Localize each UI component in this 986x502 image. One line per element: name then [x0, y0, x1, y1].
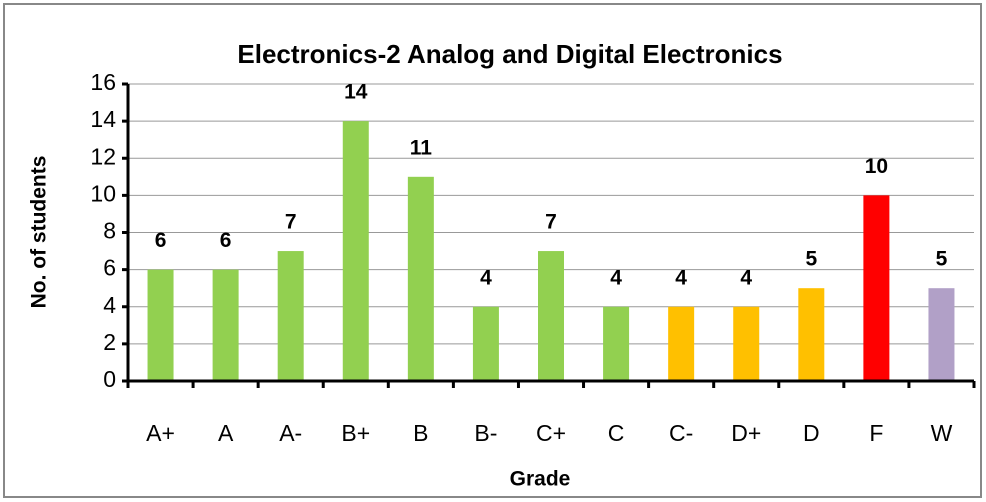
data-label: 7 [545, 211, 557, 234]
x-tick-label: C [608, 420, 625, 446]
y-tick-label: 10 [90, 180, 116, 206]
bar [212, 269, 239, 381]
y-tick-label: 12 [90, 143, 116, 169]
data-label: 4 [480, 266, 492, 289]
y-tick-label: 8 [103, 218, 116, 244]
bar [147, 269, 174, 381]
chart-title: Electronics-2 Analog and Digital Electro… [237, 39, 782, 69]
x-tick-label: C- [669, 420, 693, 446]
x-tick-label: A [218, 420, 234, 446]
x-tick-label: B+ [341, 420, 370, 446]
bar [342, 121, 369, 381]
y-tick-label: 16 [90, 69, 116, 95]
x-tick-label: D [803, 420, 820, 446]
data-label: 4 [610, 266, 622, 289]
y-tick-label: 2 [103, 329, 116, 355]
data-label: 5 [936, 248, 948, 271]
y-tick-label: 4 [103, 292, 116, 318]
x-tick-label: A- [279, 420, 302, 446]
x-axis-label: Grade [510, 468, 571, 491]
x-tick-label: C+ [536, 420, 566, 446]
bar [668, 306, 695, 381]
data-label: 6 [220, 229, 232, 252]
data-label: 14 [344, 81, 368, 104]
x-tick-label: F [869, 420, 883, 446]
data-label: 11 [410, 136, 433, 159]
bar [863, 195, 890, 381]
y-tick-label: 0 [103, 366, 116, 392]
data-label: 10 [865, 155, 888, 178]
bar [928, 288, 955, 381]
x-tick-label: W [931, 420, 953, 446]
y-tick-label: 6 [103, 255, 116, 281]
bar [538, 251, 564, 381]
bar [277, 251, 304, 381]
x-tick-label: D+ [731, 420, 761, 446]
bar [472, 306, 499, 381]
data-label: 5 [805, 248, 817, 271]
data-label: 4 [740, 266, 752, 289]
data-label: 7 [285, 211, 297, 234]
data-label: 6 [155, 229, 167, 252]
bar [603, 306, 630, 381]
bar [733, 306, 760, 381]
bar [798, 288, 825, 381]
x-tick-label: B [413, 420, 428, 446]
y-axis-label: No. of students [28, 156, 51, 309]
bar [407, 176, 434, 381]
y-tick-label: 14 [90, 106, 116, 132]
data-label: 4 [675, 266, 687, 289]
x-tick-label: B- [474, 420, 497, 446]
x-tick-label: A+ [146, 420, 175, 446]
chart-border [3, 3, 982, 498]
